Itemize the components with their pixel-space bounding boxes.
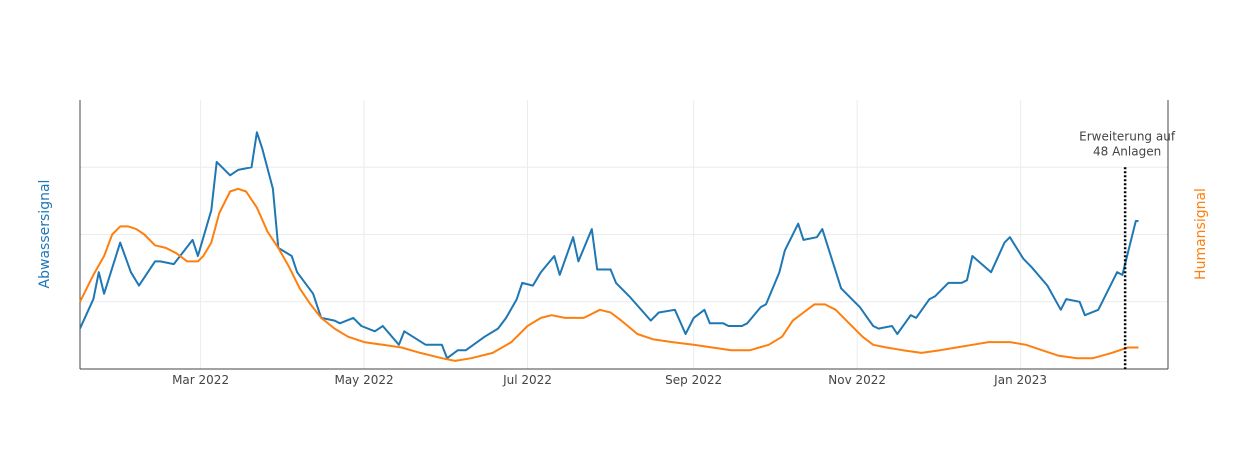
axes: Mar 2022 May 2022 Jul 2022 Sep 2022 Nov 2022…	[79, 100, 1169, 387]
series-line-abwasser	[79, 131, 1139, 360]
grid-lines	[80, 100, 1168, 369]
y-axis-label-left: Abwassersignal	[37, 180, 53, 289]
series-lines	[79, 131, 1139, 362]
y-axis-label-right: Humansignal	[1193, 188, 1209, 280]
series-line-human	[79, 187, 1139, 362]
annotation-text-line-1: 48 Anlagen	[1093, 144, 1161, 158]
annotation-text-line-0: Erweiterung auf	[1079, 129, 1176, 143]
x-tick-label-0: Mar 2022	[172, 373, 229, 387]
x-tick-label-5: Jan 2023	[993, 373, 1047, 387]
x-tick-label-2: Jul 2022	[502, 373, 552, 387]
x-tick-label-1: May 2022	[334, 373, 393, 387]
x-tick-label-3: Sep 2022	[665, 373, 722, 387]
x-tick-label-4: Nov 2022	[828, 373, 886, 387]
